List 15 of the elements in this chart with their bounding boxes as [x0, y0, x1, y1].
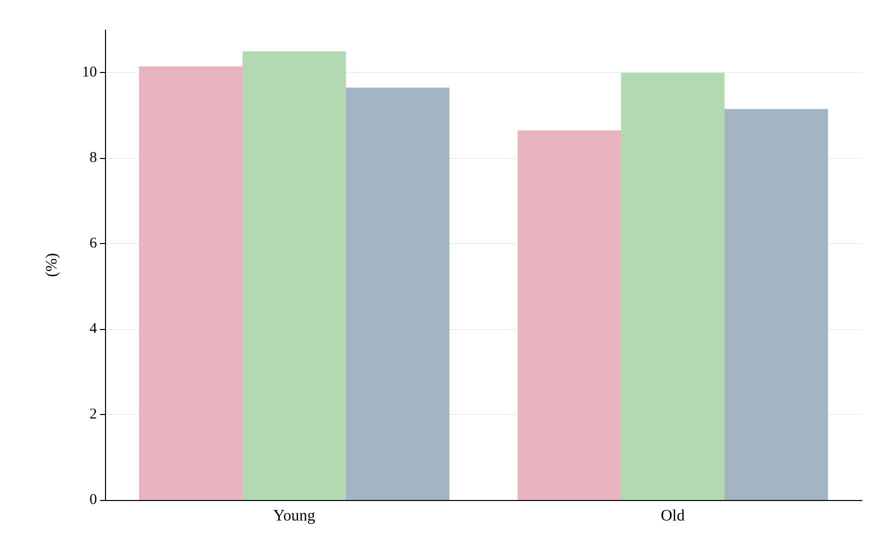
y-tick-label: 10 [82, 64, 97, 81]
bar [724, 109, 828, 500]
y-tick-label: 8 [90, 150, 97, 166]
y-tick-label: 4 [90, 321, 98, 338]
bar [621, 72, 724, 500]
y-tick-label: 2 [90, 406, 97, 423]
x-tick-label: Young [273, 508, 316, 524]
bar [242, 51, 346, 500]
y-axis-title: (%) [44, 253, 60, 277]
bar [518, 130, 622, 500]
y-tick-label: 0 [90, 492, 97, 508]
bar [346, 88, 450, 500]
x-tick-label: Old [660, 508, 685, 524]
y-tick-label: 6 [90, 236, 98, 252]
bar [139, 66, 243, 500]
